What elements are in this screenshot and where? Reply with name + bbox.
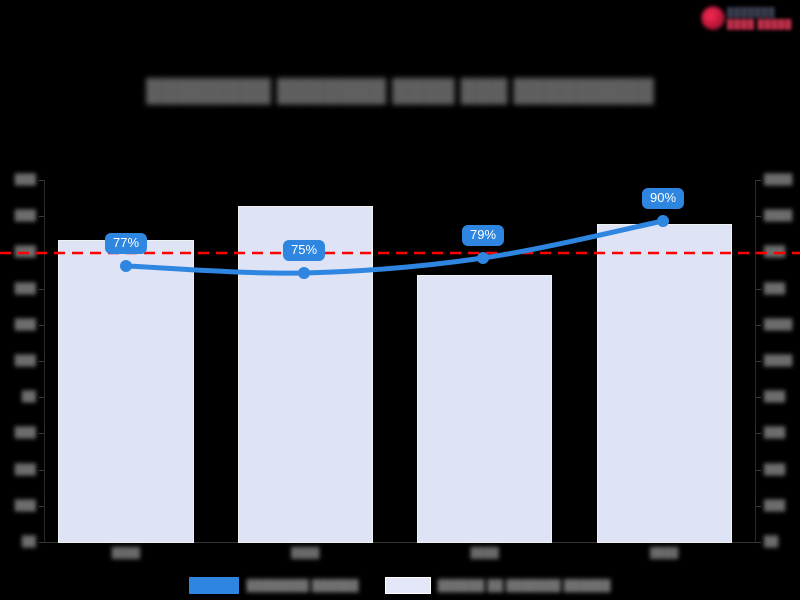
legend-item-line[interactable]: ████████ ██████ — [189, 577, 359, 594]
y-tick-label-left: ███ — [14, 174, 36, 186]
y-tick-right — [756, 542, 761, 543]
y-axis-left — [44, 180, 45, 543]
y-tick-label-left: ███ — [14, 246, 36, 258]
x-tick-label: ████ — [291, 548, 320, 559]
x-axis — [44, 542, 756, 543]
logo-circle-icon — [702, 7, 724, 29]
y-tick-left — [39, 469, 44, 471]
y-tick-label-left: ███ — [14, 283, 36, 295]
line-series-path — [123, 218, 666, 276]
chart-legend: ████████ ██████ ██████ ██ ███████ ██████ — [0, 577, 800, 594]
y-tick-label-right: ███ — [764, 464, 786, 476]
logo-line-1: ███████ — [727, 7, 776, 17]
y-tick-right — [756, 361, 761, 362]
logo-wordmark: ███████ ████ █████ — [727, 7, 792, 29]
y-tick-label-right: ████ — [764, 174, 793, 186]
y-tick-label-left: ███ — [14, 464, 36, 476]
y-tick-label-left: ██ — [21, 536, 36, 548]
y-tick-label-right: ██ — [764, 536, 779, 548]
legend-swatch-bar-icon — [384, 577, 431, 594]
y-tick-left — [39, 288, 44, 290]
y-tick-left — [39, 542, 44, 543]
x-tick-label: ████ — [470, 548, 499, 559]
y-tick-label-right: ███ — [764, 427, 786, 439]
legend-label-bar: ██████ ██ ███████ ██████ — [437, 579, 611, 592]
y-tick-left — [39, 397, 44, 399]
y-tick-right — [756, 216, 761, 218]
brand-logo: ███████ ████ █████ — [702, 2, 794, 34]
y-tick-left — [39, 361, 44, 362]
legend-item-bar[interactable]: ██████ ██ ███████ ██████ — [384, 577, 611, 594]
data-label: 90% — [641, 188, 685, 209]
y-tick-label-right: ████ — [764, 319, 793, 331]
y-tick-right — [756, 397, 761, 399]
data-label: 75% — [282, 240, 326, 261]
bar[interactable] — [58, 240, 194, 543]
y-tick-right — [756, 433, 761, 435]
y-tick-left — [39, 433, 44, 435]
y-tick-label-right: ███ — [764, 500, 786, 512]
y-tick-label-right: ███ — [764, 391, 786, 403]
legend-label-line: ████████ ██████ — [246, 579, 359, 592]
y-tick-label-right: ███ — [764, 283, 786, 295]
logo-line-2: ████ █████ — [727, 19, 792, 29]
data-label: 77% — [104, 233, 148, 254]
y-tick-label-left: ███ — [14, 427, 36, 439]
y-tick-right — [756, 505, 761, 507]
y-tick-right — [756, 252, 761, 254]
y-tick-label-left: ███ — [14, 319, 36, 331]
chart-title: ████████ ███████ ████ ███ █████████ — [146, 78, 654, 103]
y-tick-label-left: ███ — [14, 355, 36, 367]
legend-swatch-line-icon — [189, 577, 240, 594]
y-tick-left — [39, 324, 44, 326]
y-tick-left — [39, 180, 44, 181]
y-tick-right — [756, 180, 761, 181]
plot-area: ███ ███ ███ ███ ███ ███ ██ ███ ███ ███ ██ ████ ████… — [0, 175, 800, 559]
line-marker[interactable] — [477, 252, 489, 264]
y-tick-label-left: ██ — [21, 391, 36, 403]
y-tick-label-left: ███ — [14, 210, 36, 222]
y-tick-label-left: ███ — [14, 500, 36, 512]
y-tick-left — [39, 252, 44, 254]
y-tick-right — [756, 288, 761, 290]
x-tick-label: ████ — [649, 548, 679, 559]
y-tick-left — [39, 505, 44, 507]
y-tick-right — [756, 469, 761, 471]
y-tick-label-right: ███ — [764, 246, 786, 258]
bar[interactable] — [417, 275, 553, 543]
y-tick-right — [756, 324, 761, 326]
bar[interactable] — [596, 224, 732, 543]
y-tick-label-right: ████ — [764, 210, 793, 222]
line-series-markers — [120, 215, 669, 279]
y-tick-left — [39, 216, 44, 218]
x-tick-label: ████ — [111, 548, 141, 559]
y-tick-label-right: ████ — [764, 355, 793, 367]
y-axis-right — [755, 180, 756, 543]
data-label: 79% — [461, 225, 505, 246]
